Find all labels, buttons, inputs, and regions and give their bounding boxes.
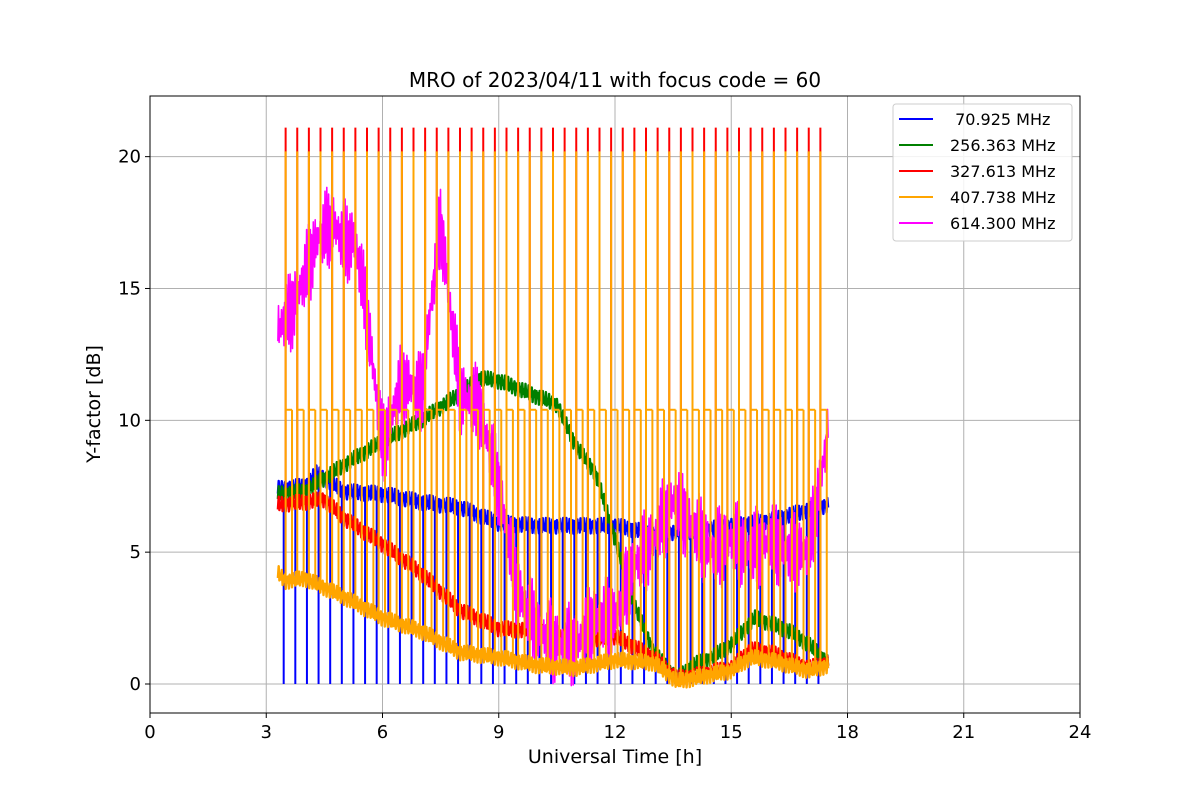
series-4-line xyxy=(277,186,829,687)
series-3-line xyxy=(276,565,830,689)
x-tick-label: 12 xyxy=(604,722,627,743)
y-tick-label: 15 xyxy=(118,278,141,299)
chart-title: MRO of 2023/04/11 with focus code = 60 xyxy=(409,68,821,92)
x-tick-label: 18 xyxy=(836,722,859,743)
legend-box xyxy=(892,103,1073,242)
y-tick-label: 20 xyxy=(118,147,141,168)
legend-entry: 256.363 MHz xyxy=(950,136,1055,155)
x-tick-label: 9 xyxy=(493,722,504,743)
series-3-spikes xyxy=(284,151,828,681)
x-tick-label: 24 xyxy=(1069,722,1092,743)
legend-entry: 614.300 MHz xyxy=(950,214,1055,233)
y-tick-label: 5 xyxy=(130,542,141,563)
x-tick-label: 6 xyxy=(377,722,388,743)
axis-ticks: 0 3 6 9 12 15 18 21 24 0 5 10 15 20 xyxy=(118,147,1091,743)
y-axis-label: Y-factor [dB] xyxy=(83,345,105,464)
legend-entry: 407.738 MHz xyxy=(950,188,1055,207)
legend-entry: 70.925 MHz xyxy=(950,110,1050,129)
x-tick-label: 3 xyxy=(261,722,272,743)
legend-entry: 327.613 MHz xyxy=(950,162,1055,181)
y-tick-label: 0 xyxy=(130,674,141,695)
x-tick-label: 21 xyxy=(952,722,975,743)
y-tick-label: 10 xyxy=(118,410,141,431)
x-tick-label: 15 xyxy=(720,722,743,743)
legend: 70.925 MHz 256.363 MHz 327.613 MHz 407.738 … xyxy=(892,103,1073,242)
series-layer xyxy=(276,127,830,689)
x-axis-label: Universal Time [h] xyxy=(528,746,702,768)
x-tick-label: 0 xyxy=(144,722,155,743)
